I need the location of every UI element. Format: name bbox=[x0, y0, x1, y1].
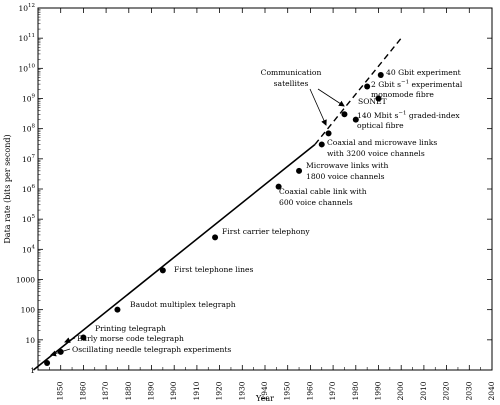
annotation-morse: Early morse code telegraph bbox=[77, 334, 184, 343]
x-tick-label: 2010 bbox=[419, 381, 428, 400]
x-tick-label: 1880 bbox=[124, 381, 133, 400]
x-tick-label: 1980 bbox=[351, 381, 360, 400]
data-point bbox=[325, 130, 332, 137]
x-tick-label: 2020 bbox=[442, 381, 451, 400]
x-tick-label: 2030 bbox=[464, 381, 473, 400]
trend-lines bbox=[32, 37, 402, 371]
y-axis-title: Data rate (bits per second) bbox=[3, 134, 12, 243]
y-tick-label: 10 bbox=[25, 336, 35, 345]
data-point bbox=[318, 141, 325, 148]
data-point bbox=[341, 111, 348, 118]
annotation-coaxmicro: Coaxial and microwave links with 3200 voi… bbox=[327, 138, 437, 158]
annotations: Oscillating needle telegraph experiments… bbox=[72, 68, 463, 354]
data-point bbox=[377, 72, 384, 79]
data-point bbox=[275, 183, 282, 190]
data-point bbox=[296, 167, 303, 174]
x-tick-label: 1970 bbox=[328, 381, 337, 400]
plot-frame bbox=[37, 7, 493, 371]
data-point bbox=[375, 95, 382, 102]
x-tick-label: 1870 bbox=[101, 381, 110, 400]
data-point bbox=[80, 334, 87, 341]
x-tick-label: 1990 bbox=[374, 381, 383, 400]
y-tick-label: 109 bbox=[22, 94, 36, 104]
x-tick-label: 1910 bbox=[192, 381, 201, 400]
data-point bbox=[44, 360, 51, 367]
annotation-microwave: Microwave links with 1800 voice channels bbox=[306, 161, 389, 181]
x-tick-label: 1900 bbox=[169, 381, 178, 400]
x-axis-title: Year bbox=[255, 394, 274, 403]
x-tick-label: 1950 bbox=[283, 381, 292, 400]
x-tick-label: 1850 bbox=[56, 381, 65, 400]
data-point bbox=[114, 306, 121, 313]
y-tick-label: 1010 bbox=[18, 63, 35, 73]
trend-line-dashed bbox=[314, 37, 402, 145]
y-tick-label: 1011 bbox=[18, 33, 35, 43]
x-tick-label: 1940 bbox=[260, 381, 269, 400]
x-tick-label: 1920 bbox=[215, 381, 224, 400]
x-tick-label: 1930 bbox=[237, 381, 246, 400]
annotation-sonet: SONET bbox=[358, 97, 387, 106]
annotation-arrows bbox=[50, 88, 345, 357]
annotation-coaxcable: Coaxial cable link with 600 voice channel… bbox=[279, 187, 367, 207]
annotation-carrier: First carrier telephony bbox=[222, 227, 310, 236]
x-tick-label: 1960 bbox=[305, 381, 314, 400]
y-tick-label: 100 bbox=[21, 306, 36, 315]
annotation-printing: Printing telegraph bbox=[95, 324, 166, 333]
annotation-graded: 140 Mbit s−1 graded-index optical fibre bbox=[357, 111, 460, 131]
y-tick-label: 108 bbox=[22, 124, 36, 134]
arrow-satellites-1 bbox=[309, 88, 327, 126]
annotation-gbit40: 40 Gbit experiment bbox=[386, 68, 461, 77]
x-tick-label: 2000 bbox=[396, 381, 405, 400]
y-tick-label: 1 bbox=[30, 366, 35, 375]
y-tick-label: 1012 bbox=[18, 3, 35, 13]
annotation-satellites: Communication satellites bbox=[261, 68, 322, 88]
x-tick-label: 1890 bbox=[147, 381, 156, 400]
annotation-oscillating: Oscillating needle telegraph experiments bbox=[72, 345, 231, 354]
y-tick-label: 106 bbox=[22, 184, 36, 194]
annotation-baudot: Baudot multiplex telegraph bbox=[130, 300, 236, 309]
y-tick-label: 1000 bbox=[16, 276, 35, 285]
data-point bbox=[352, 116, 359, 123]
annotation-monomode: 2 Gbit s−1 experimental monomode fibre bbox=[371, 80, 463, 100]
trend-line-solid bbox=[32, 143, 316, 371]
data-point bbox=[57, 348, 64, 355]
x-tick-label: 1860 bbox=[78, 381, 87, 400]
data-point bbox=[364, 83, 371, 90]
arrow-satellites-2 bbox=[317, 88, 345, 107]
data-points bbox=[44, 72, 384, 367]
y-tick-label: 104 bbox=[22, 244, 36, 254]
y-tick-label: 107 bbox=[22, 154, 36, 164]
arrow-morse bbox=[64, 337, 76, 343]
annotation-telephone: First telephone lines bbox=[174, 265, 254, 274]
data-point bbox=[159, 267, 166, 274]
data-point bbox=[212, 234, 219, 241]
axes: 1850 1860 1870 1880 1890 1900 1910 1920 1930 1940… bbox=[3, 3, 496, 403]
y-tick-label: 105 bbox=[22, 214, 36, 224]
x-tick-label: 2040 bbox=[487, 381, 496, 400]
